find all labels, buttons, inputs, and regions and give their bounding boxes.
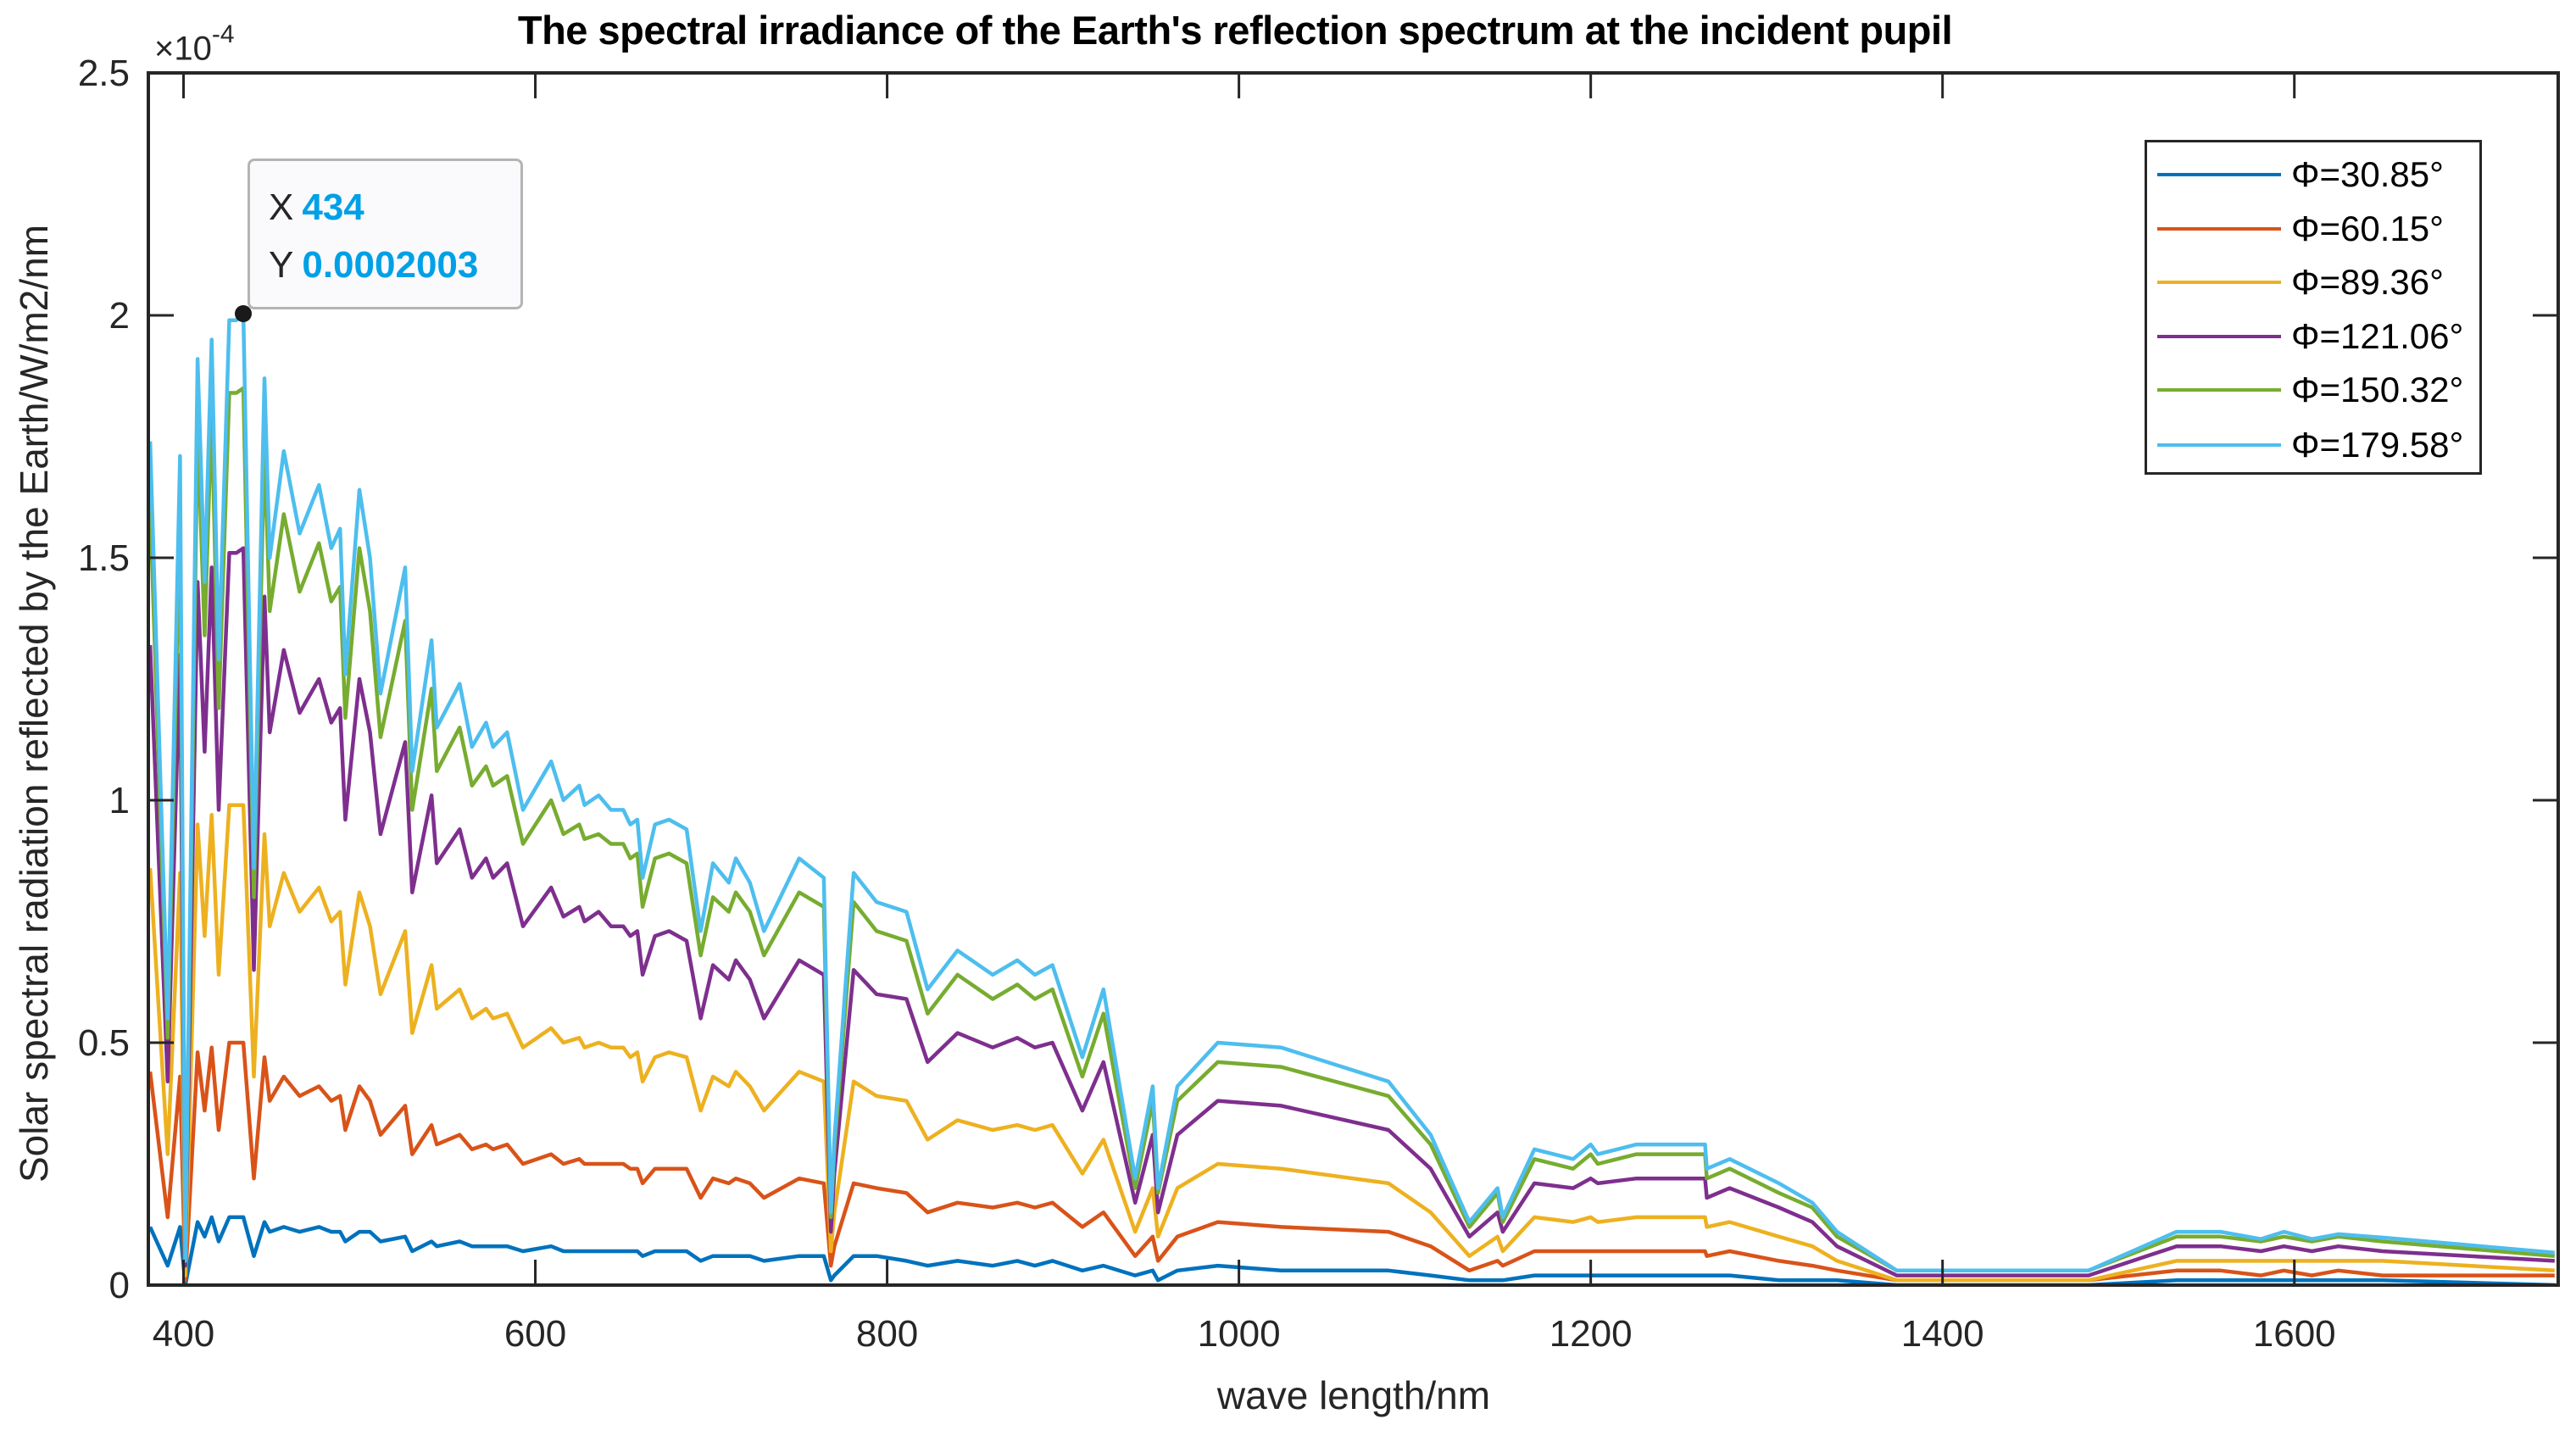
x-tick-label: 600	[504, 1313, 566, 1355]
legend-line-icon	[2157, 173, 2281, 176]
series-line-0[interactable]	[148, 1215, 2555, 1285]
y-tick-label: 1.5	[78, 537, 130, 579]
legend-label: Φ=150.32°	[2291, 370, 2464, 409]
chart-title-text: The spectral irradiance of the Earth's r…	[517, 8, 1953, 53]
legend-item-179-58[interactable]: Φ=179.58°	[2157, 420, 2463, 470]
series-line-1[interactable]	[148, 1040, 2555, 1283]
y-tick-label: 0	[109, 1265, 130, 1306]
legend-label: Φ=89.36°	[2291, 262, 2444, 302]
legend-line-icon	[2157, 227, 2281, 231]
legend-label: Φ=30.85°	[2291, 154, 2444, 194]
x-tick-label: 800	[856, 1313, 918, 1355]
series-line-5[interactable]	[148, 312, 2555, 1273]
y-axis-exponent: ×10-4	[154, 20, 235, 68]
datatip-y-value: 0.0002003	[302, 244, 479, 286]
legend-line-icon	[2157, 388, 2281, 392]
legend[interactable]: Φ=30.85° Φ=60.15° Φ=89.36° Φ=121.06° Φ=1…	[2145, 140, 2482, 475]
legend-line-icon	[2157, 335, 2281, 338]
legend-label: Φ=179.58°	[2291, 425, 2464, 465]
x-tick-label: 1200	[1549, 1313, 1633, 1355]
legend-label: Φ=121.06°	[2291, 316, 2464, 356]
series-lines	[148, 312, 2555, 1285]
legend-item-89-36[interactable]: Φ=89.36°	[2157, 257, 2444, 308]
datatip-x-key: X	[269, 186, 294, 228]
legend-line-icon	[2157, 281, 2281, 284]
legend-item-60-15[interactable]: Φ=60.15°	[2157, 203, 2444, 254]
x-axis-label: wave length/nm	[1216, 1373, 1491, 1417]
series-line-3[interactable]	[148, 546, 2555, 1277]
axes: 400 600 800 1000 1200 1400 1600 0 0.5 1 1.5 2 2.5	[78, 53, 2560, 1355]
y-tick-label: 0.5	[78, 1022, 130, 1064]
y-tick-label: 2	[109, 295, 130, 337]
x-tick-label: 1600	[2253, 1313, 2336, 1355]
legend-item-150-32[interactable]: Φ=150.32°	[2157, 365, 2463, 415]
datatip-y-key: Y	[269, 244, 294, 286]
y-tick-label: 2.5	[78, 53, 130, 94]
legend-label: Φ=60.15°	[2291, 209, 2444, 248]
legend-item-30-85[interactable]: Φ=30.85°	[2157, 149, 2444, 200]
datatip-marker[interactable]	[235, 305, 253, 323]
legend-item-121-06[interactable]: Φ=121.06°	[2157, 311, 2463, 362]
x-tick-label: 1000	[1198, 1313, 1281, 1355]
axes-box	[147, 71, 2560, 1287]
datatip-x-value: 434	[302, 186, 364, 228]
y-axis-label: Solar spectral radiation reflected by th…	[12, 224, 56, 1183]
y-tick-label: 1	[109, 780, 130, 821]
x-tick-label: 400	[153, 1313, 214, 1355]
exponent-base: ×10	[154, 30, 212, 68]
datatip[interactable]: X 434 Y 0.0002003	[248, 159, 523, 309]
legend-line-icon	[2157, 443, 2281, 447]
series-line-4[interactable]	[148, 386, 2555, 1273]
series-line-2[interactable]	[148, 803, 2555, 1283]
chart-title: The spectral irradiance of the Earth's r…	[0, 7, 2458, 53]
x-tick-label: 1400	[1901, 1313, 1984, 1355]
exponent-power: -4	[211, 20, 235, 48]
datatip-y-row: Y 0.0002003	[269, 244, 478, 287]
datatip-x-row: X 434	[269, 186, 364, 229]
